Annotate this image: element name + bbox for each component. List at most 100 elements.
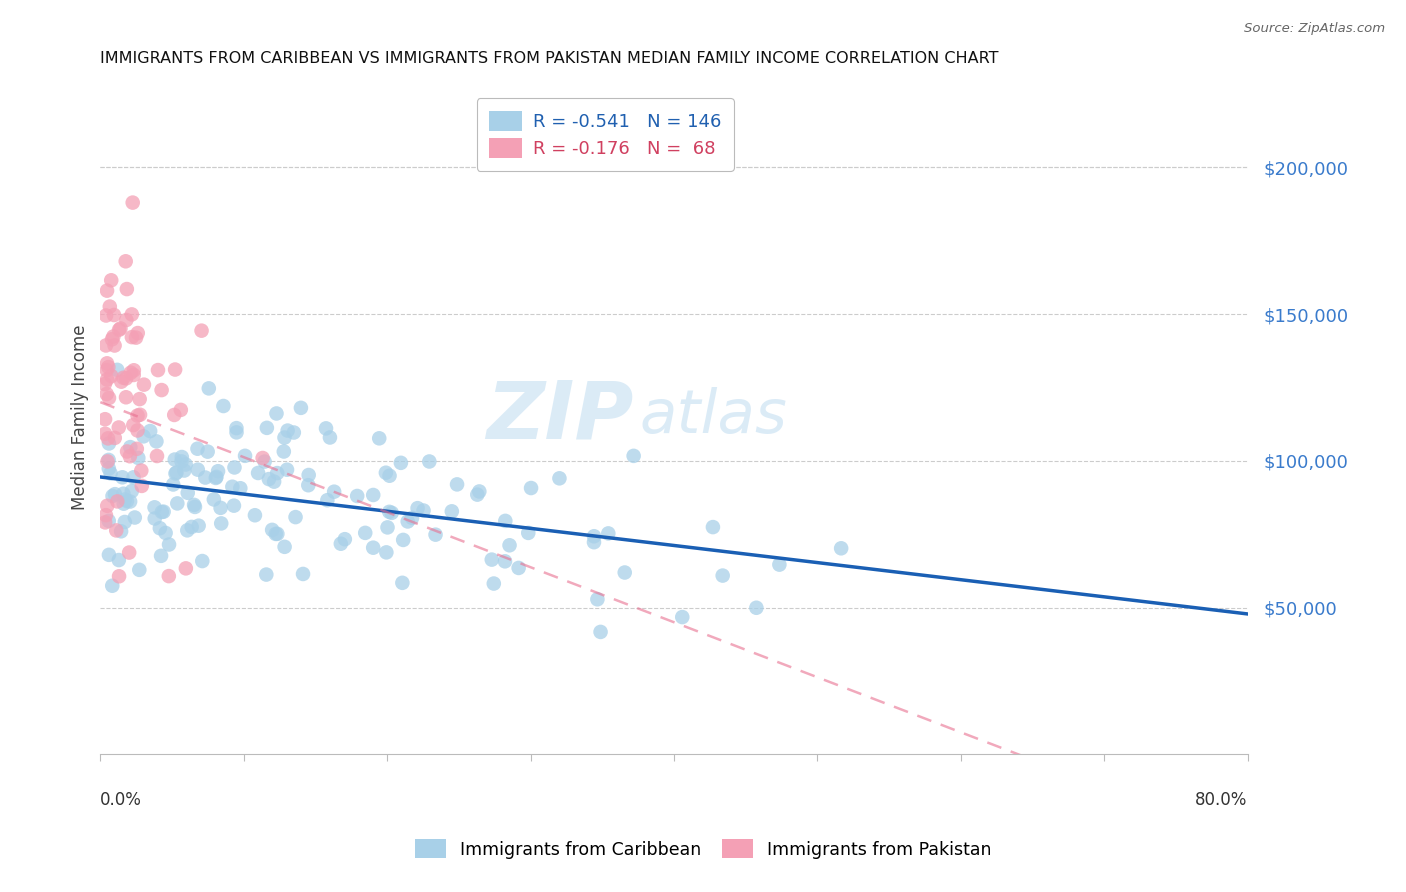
Point [297, 478, 319, 492]
Point [166, 466, 188, 480]
Point [187, 463, 209, 477]
Point [115, 444, 138, 458]
Point [375, 545, 398, 559]
Point [290, 401, 312, 415]
Point [176, 524, 198, 538]
Point [97, 436, 120, 450]
Point [103, 329, 125, 343]
Point [273, 444, 295, 458]
Point [129, 408, 152, 422]
Point [155, 525, 177, 540]
Point [146, 449, 169, 463]
Point [613, 566, 636, 580]
Point [94, 426, 117, 441]
Text: IMMIGRANTS FROM CARIBBEAN VS IMMIGRANTS FROM PAKISTAN MEDIAN FAMILY INCOME CORRE: IMMIGRANTS FROM CARIBBEAN VS IMMIGRANTS … [100, 51, 998, 66]
Point [266, 407, 288, 421]
Text: Source: ZipAtlas.com: Source: ZipAtlas.com [1244, 22, 1385, 36]
Point [165, 467, 187, 481]
Point [277, 424, 299, 438]
Point [354, 525, 377, 540]
Point [114, 254, 136, 268]
Point [283, 425, 305, 440]
Y-axis label: Median Family Income: Median Family Income [72, 324, 89, 509]
Point [292, 566, 315, 581]
Point [139, 424, 162, 438]
Point [118, 449, 141, 463]
Point [163, 408, 186, 422]
Point [94, 508, 117, 523]
Point [129, 464, 152, 478]
Point [115, 371, 138, 385]
Point [121, 330, 143, 344]
Point [150, 383, 173, 397]
Point [143, 511, 166, 525]
Text: 80.0%: 80.0% [1195, 791, 1247, 809]
Point [96, 372, 118, 386]
Point [122, 418, 145, 433]
Point [204, 471, 226, 485]
Point [446, 477, 468, 491]
Point [229, 481, 252, 495]
Point [108, 553, 131, 567]
Point [254, 567, 277, 582]
Point [120, 366, 142, 380]
Point [145, 434, 167, 449]
Point [197, 444, 219, 458]
Point [128, 392, 150, 406]
Point [222, 499, 245, 513]
Point [120, 494, 142, 508]
Point [108, 323, 131, 337]
Text: ZIP: ZIP [486, 378, 634, 456]
Point [257, 472, 280, 486]
Point [115, 313, 138, 327]
Point [221, 480, 243, 494]
Point [100, 369, 122, 384]
Point [174, 561, 197, 575]
Point [225, 425, 247, 440]
Point [104, 338, 127, 352]
Point [582, 535, 605, 549]
Point [186, 442, 208, 456]
Point [368, 431, 391, 445]
Point [150, 505, 173, 519]
Point [121, 484, 143, 499]
Point [273, 431, 295, 445]
Point [361, 541, 384, 555]
Point [465, 488, 488, 502]
Point [127, 450, 149, 465]
Point [132, 429, 155, 443]
Point [209, 516, 232, 531]
Point [207, 464, 229, 478]
Point [170, 450, 193, 464]
Point [508, 561, 530, 575]
Point [131, 479, 153, 493]
Point [118, 545, 141, 559]
Point [100, 467, 122, 481]
Legend: R = -0.541   N = 146, R = -0.176   N =  68: R = -0.541 N = 146, R = -0.176 N = 68 [477, 98, 734, 170]
Point [174, 458, 197, 472]
Point [128, 563, 150, 577]
Point [225, 421, 247, 435]
Point [252, 450, 274, 465]
Point [94, 516, 117, 530]
Point [401, 511, 423, 525]
Point [583, 529, 606, 543]
Point [273, 540, 295, 554]
Point [498, 538, 520, 552]
Point [157, 537, 180, 551]
Point [202, 492, 225, 507]
Point [494, 554, 516, 568]
Point [205, 470, 228, 484]
Point [122, 470, 145, 484]
Point [115, 282, 138, 296]
Point [96, 363, 118, 377]
Point [115, 494, 138, 508]
Point [112, 487, 135, 501]
Point [101, 489, 124, 503]
Point [114, 492, 136, 507]
Point [264, 527, 287, 541]
Point [125, 442, 148, 456]
Point [190, 324, 212, 338]
Point [187, 518, 209, 533]
Point [103, 308, 125, 322]
